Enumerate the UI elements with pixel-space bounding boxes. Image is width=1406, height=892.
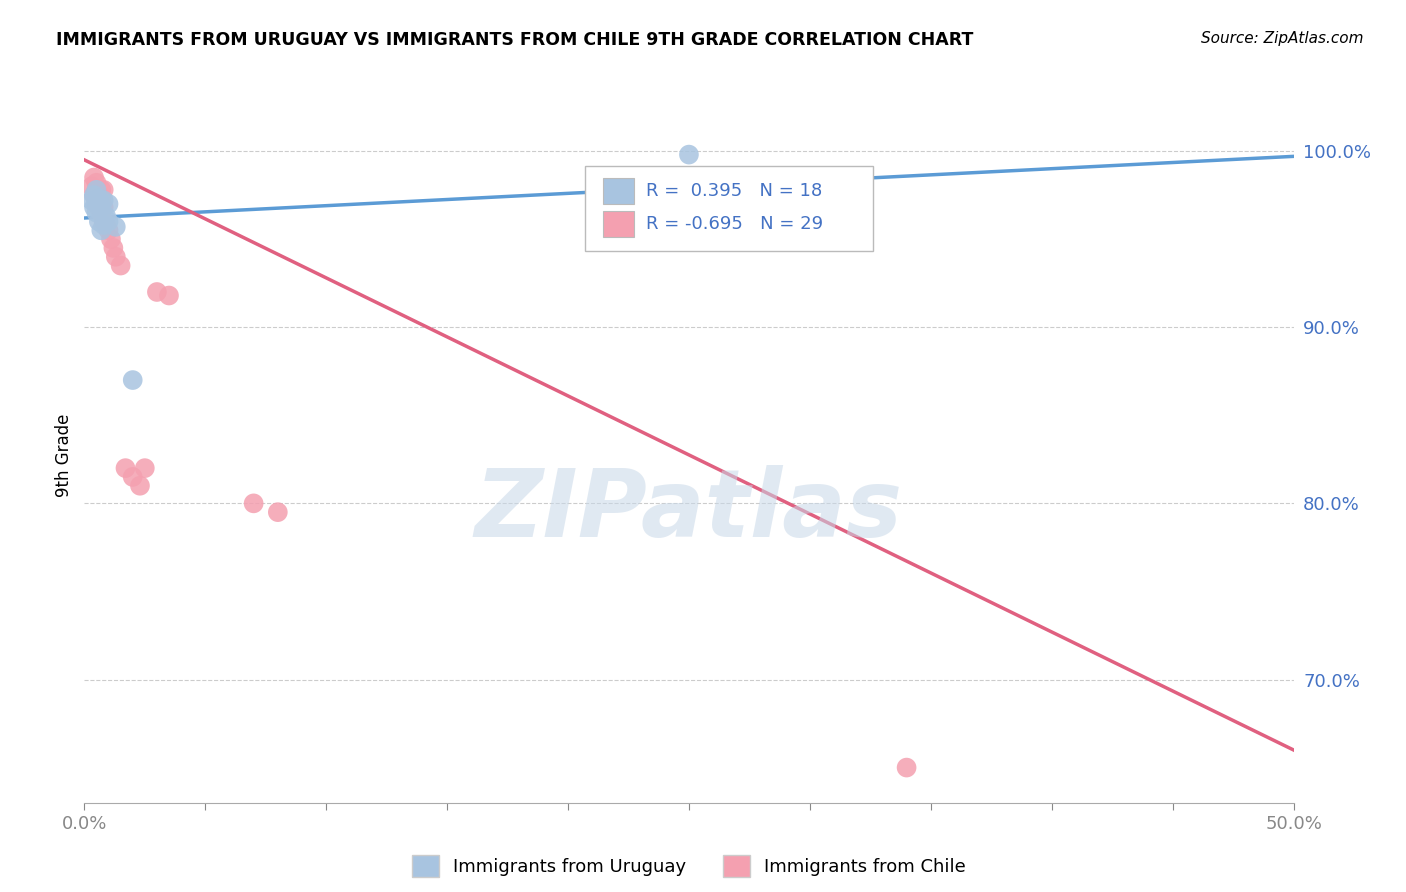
Text: R = -0.695   N = 29: R = -0.695 N = 29 (645, 215, 823, 233)
Point (94, 218, 117, 232)
Point (97, 197, 120, 211)
Point (93, 218, 115, 232)
Text: R =  0.395   N = 18: R = 0.395 N = 18 (645, 182, 823, 200)
Point (157, 288, 180, 302)
Point (90, 205, 112, 219)
Point (80, 179, 103, 194)
Text: Source: ZipAtlas.com: Source: ZipAtlas.com (1201, 31, 1364, 46)
Point (90, 201, 112, 215)
Point (104, 219, 127, 234)
Point (100, 232, 122, 246)
Point (110, 259, 132, 273)
Point (87, 201, 110, 215)
Point (94, 209, 117, 223)
Point (114, 461, 136, 475)
Text: ZIPatlas: ZIPatlas (475, 465, 903, 557)
Point (86, 183, 108, 197)
Legend: Immigrants from Uruguay, Immigrants from Chile: Immigrants from Uruguay, Immigrants from… (405, 847, 973, 884)
Point (83, 188, 105, 202)
Point (86, 205, 108, 219)
Point (97, 214, 120, 228)
Point (103, 241, 125, 255)
Point (93, 183, 115, 197)
Point (134, 461, 156, 475)
Point (80, 194, 103, 208)
Point (86, 176, 108, 190)
Point (90, 194, 112, 208)
Point (87, 214, 110, 228)
Y-axis label: 9th Grade: 9th Grade (55, 413, 73, 497)
Point (86, 183, 108, 197)
Point (87, 188, 110, 202)
Point (93, 201, 115, 215)
Point (129, 479, 152, 493)
Point (104, 250, 127, 264)
Point (90, 223, 112, 237)
Point (87, 192, 110, 206)
Point (86, 197, 108, 211)
Point (242, 496, 264, 510)
Point (97, 223, 120, 237)
Point (90, 183, 112, 197)
Point (146, 285, 169, 299)
Point (267, 505, 290, 519)
Point (83, 201, 105, 215)
Point (121, 373, 143, 387)
Point (86, 197, 108, 211)
Point (896, 761, 918, 775)
Point (83, 188, 105, 202)
Point (93, 214, 115, 228)
Point (83, 170, 105, 185)
Point (93, 194, 115, 208)
Point (678, 147, 700, 161)
Text: IMMIGRANTS FROM URUGUAY VS IMMIGRANTS FROM CHILE 9TH GRADE CORRELATION CHART: IMMIGRANTS FROM URUGUAY VS IMMIGRANTS FR… (56, 31, 973, 49)
Point (121, 470, 143, 484)
